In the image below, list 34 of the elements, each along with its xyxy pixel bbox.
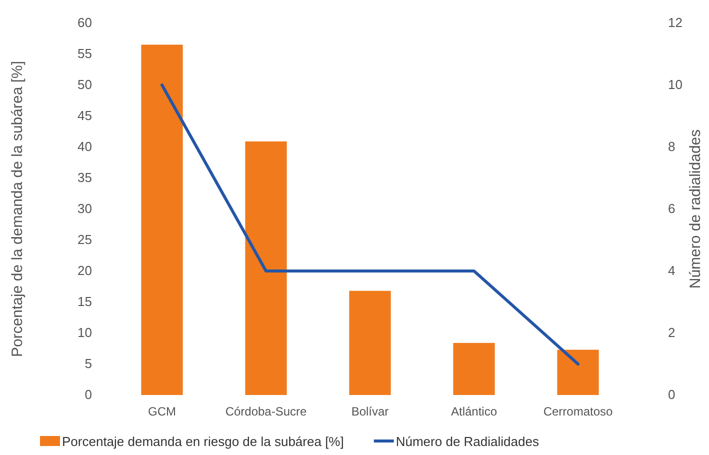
y-tick-label: 25 — [78, 232, 92, 248]
y-axis-title: Porcentaje de la demanda de la subárea [%] — [9, 60, 26, 358]
legend-label: Porcentaje demanda en riesgo de la subárea [%] — [62, 434, 344, 449]
legend-label: Número de Radialidades — [396, 434, 540, 449]
y-tick-label: 55 — [78, 46, 92, 62]
x-tick-label: Bolívar — [351, 404, 389, 419]
y2-axis-title: Número de radialidades — [687, 129, 704, 289]
y-tick-label: 60 — [78, 15, 92, 30]
y-tick-label: 5 — [84, 356, 92, 372]
y-tick-label: 15 — [78, 294, 92, 310]
y2-tick-label: 8 — [668, 139, 676, 154]
y2-tick-label: 2 — [668, 325, 676, 340]
x-tick-label: Córdoba-Sucre — [225, 404, 308, 419]
y-tick-label: 45 — [78, 108, 92, 124]
x-tick-label: Cerromatoso — [543, 404, 614, 419]
y-tick-label: 35 — [78, 170, 92, 186]
y-tick-label: 30 — [78, 201, 92, 216]
x-tick-label: Atlántico — [450, 404, 498, 419]
y2-tick-label: 12 — [668, 15, 682, 30]
bar — [349, 290, 391, 395]
bar — [557, 350, 599, 395]
y-tick-label: 40 — [78, 139, 92, 154]
y-tick-label: 50 — [78, 77, 92, 92]
y-tick-label: 10 — [78, 325, 92, 340]
y-tick-label: 20 — [78, 263, 92, 278]
y2-tick-label: 4 — [668, 263, 676, 278]
x-tick-label: GCM — [148, 404, 176, 419]
bar — [453, 342, 495, 395]
bar — [245, 141, 287, 395]
y2-tick-label: 0 — [668, 387, 676, 402]
bar — [141, 44, 183, 395]
y2-tick-label: 10 — [668, 77, 682, 92]
y-tick-label: 0 — [84, 387, 92, 402]
y2-tick-label: 6 — [668, 201, 676, 216]
